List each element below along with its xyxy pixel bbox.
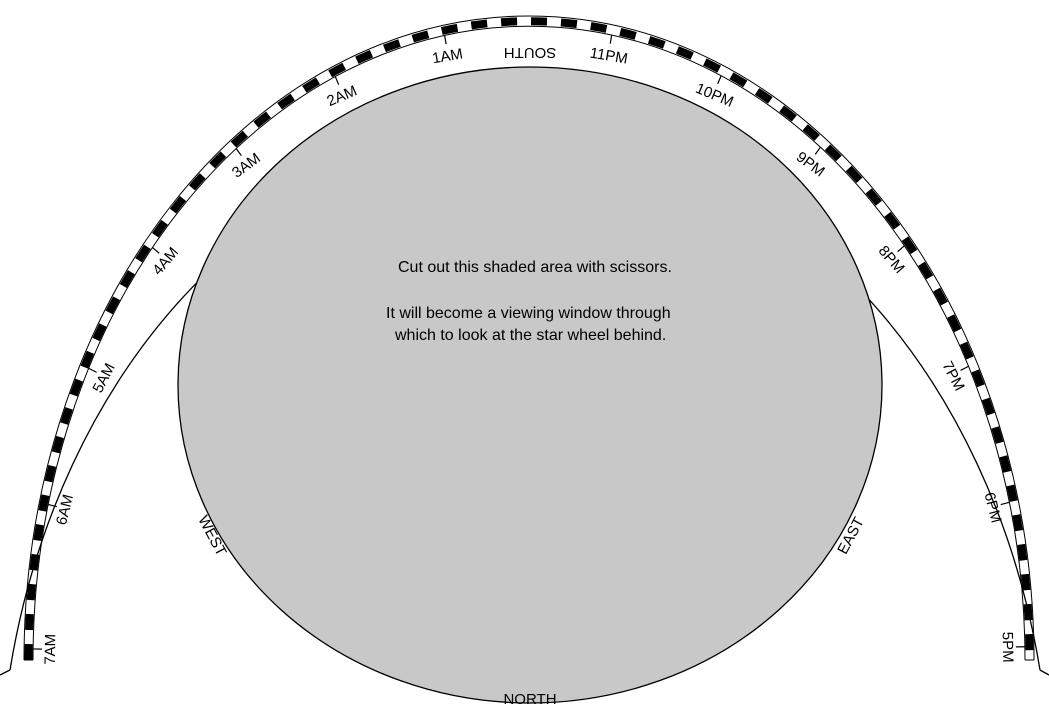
instruction-line-1: Cut out this shaded area with scissors. [398,259,672,276]
hour-label-6pm: 6PM [980,491,1004,525]
hour-label-6am: 6AM [53,493,77,527]
hour-label-5am: 5AM [89,361,118,396]
instruction-line-3: which to look at the star wheel behind. [394,327,666,344]
outer-rim-left-end [0,669,11,676]
hour-label-7am: 7AM [42,634,60,665]
hour-label-11pm: 11PM [589,45,629,68]
hour-tick [1000,501,1010,506]
time-scale-outer-arc [23,15,1035,661]
hour-ticks [33,34,1025,650]
hour-tick [235,148,242,157]
south-label: SOUTH [504,44,557,61]
hour-label-3am: 3AM [229,150,264,182]
hour-label-2am: 2AM [324,82,359,110]
hour-tick [152,246,160,254]
hour-label-5pm: 5PM [999,632,1017,663]
time-scale-inner-arc [32,25,1026,661]
hour-tick [897,245,905,253]
hour-label-1am: 1AM [431,45,464,67]
hour-tick [88,367,97,373]
hour-tick [960,365,969,371]
hour-tick [443,35,447,45]
time-scale-dashes [24,17,1034,661]
north-label: NORTH [503,691,556,708]
hour-label-7pm: 7PM [938,359,967,394]
instruction-line-2: It will become a viewing window through [386,305,671,322]
viewing-window[interactable] [177,66,883,704]
hour-tick [48,503,58,508]
hour-tick [717,75,722,85]
hour-tick [814,146,822,155]
hour-tick [334,76,340,85]
outer-rim-right-end [1039,669,1049,676]
hour-label-9pm: 9PM [793,149,828,181]
hour-tick [609,34,613,44]
